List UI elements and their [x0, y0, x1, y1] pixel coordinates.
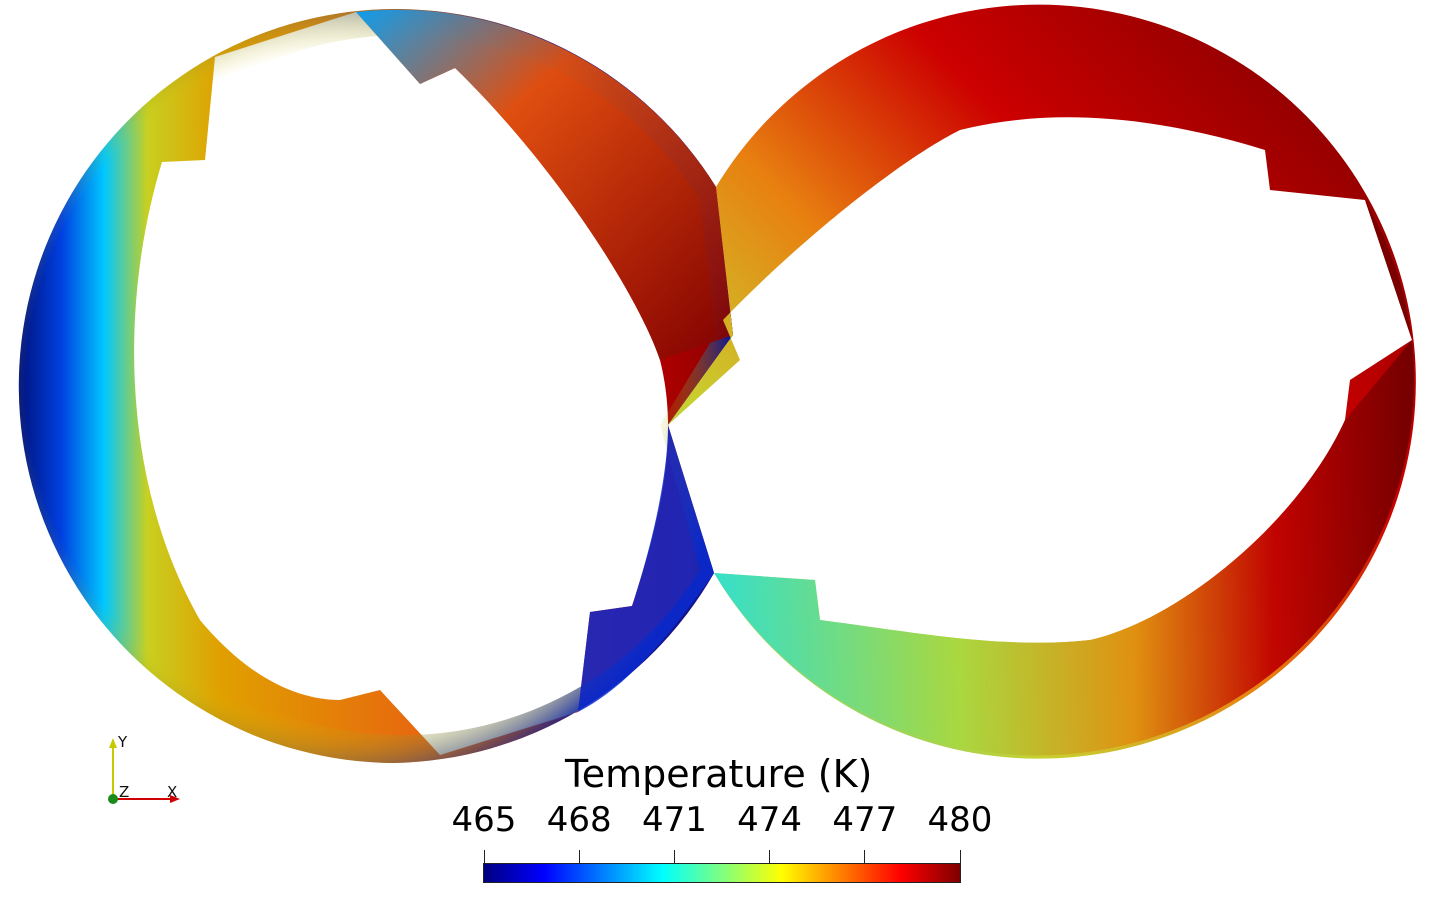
left-lower-cold-pocket: [578, 425, 714, 712]
left-upper-hot-region: [356, 9, 733, 361]
right-hot-edge: [1365, 200, 1412, 340]
orientation-axes: [108, 738, 180, 804]
z-axis-dot: [108, 794, 118, 804]
y-axis-label: Y: [118, 733, 128, 751]
legend-tick-label: 468: [546, 800, 612, 840]
left-rotor-chamber: [18, 9, 733, 764]
colorbar: [483, 863, 961, 883]
legend-tick-label: 465: [451, 800, 517, 840]
x-axis-arrowhead: [170, 795, 180, 803]
legend-tick-label: 477: [832, 800, 898, 840]
x-axis-label: X: [167, 783, 178, 801]
y-axis-arrowhead: [109, 738, 117, 748]
legend-tick-label: 471: [641, 800, 707, 840]
right-rotor-chamber: [668, 4, 1416, 759]
z-axis-label: Z: [119, 783, 130, 801]
legend-tick-label: 480: [927, 800, 993, 840]
legend-title: Temperature (K): [565, 752, 873, 796]
right-lower-cool-band: [714, 340, 1414, 756]
legend-tick-label: 474: [737, 800, 803, 840]
